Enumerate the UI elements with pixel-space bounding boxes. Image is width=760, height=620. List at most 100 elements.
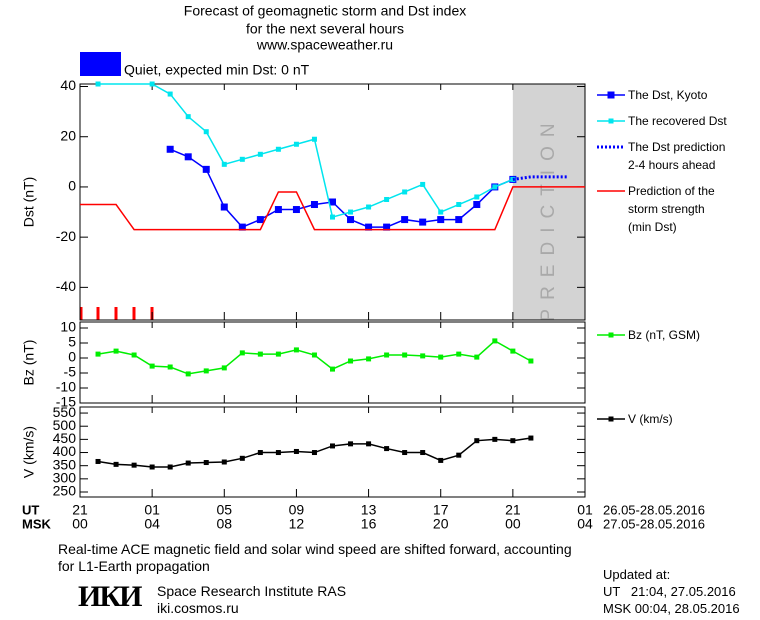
y-tick-label: 10: [60, 319, 76, 335]
x2-tick-label: 00: [72, 516, 88, 532]
marker: [474, 354, 480, 360]
marker: [510, 438, 516, 444]
x-tick-label: 21: [505, 502, 521, 518]
legend-marker: [607, 91, 615, 99]
x2-tick-label: 16: [361, 516, 377, 532]
note: Real-time ACE magnetic field and solar w…: [58, 541, 572, 574]
date-range: 26.05-28.05.2016: [603, 502, 705, 517]
x-tick-label: 13: [361, 502, 377, 518]
marker: [474, 194, 480, 200]
marker: [238, 223, 246, 231]
storm-ticks: [79, 307, 154, 320]
marker: [384, 196, 390, 202]
marker: [528, 358, 534, 364]
marker: [473, 201, 481, 209]
x2-axis-label: MSK: [22, 516, 52, 531]
x-tick-label: 01: [144, 502, 160, 518]
marker: [455, 216, 463, 224]
marker: [310, 201, 318, 209]
marker: [203, 368, 209, 374]
prediction-label: PREDICTION: [538, 114, 559, 321]
marker: [456, 452, 462, 458]
x-tick-label: 21: [72, 502, 88, 518]
marker: [149, 464, 155, 470]
marker: [401, 216, 409, 224]
marker: [456, 351, 462, 357]
marker: [239, 455, 245, 461]
y-tick-label: -10: [56, 379, 76, 395]
date-range: 27.05-28.05.2016: [603, 516, 705, 531]
x2-tick-label: 20: [433, 516, 449, 532]
marker: [166, 145, 174, 153]
y-tick-label: 450: [53, 430, 77, 446]
marker: [330, 366, 335, 372]
series-line: [80, 186, 585, 231]
legend-label: Bz (nT, GSM): [628, 328, 701, 342]
status-box: [80, 52, 121, 76]
marker: [274, 206, 282, 214]
marker: [221, 161, 227, 167]
marker: [419, 218, 427, 226]
updated-label: Updated at:: [603, 567, 671, 582]
marker: [311, 450, 317, 456]
y-tick-label: 300: [53, 470, 77, 486]
marker: [131, 352, 137, 358]
marker: [113, 348, 119, 354]
marker: [420, 181, 426, 187]
y-tick-label: 0: [68, 178, 76, 194]
marker: [239, 350, 245, 356]
x2-tick-label: 04: [577, 516, 593, 532]
source: www.spaceweather.ru: [256, 37, 393, 53]
marker: [293, 347, 299, 353]
marker: [220, 203, 228, 211]
y-tick-label: 550: [53, 404, 77, 420]
legend-label: The recovered Dst: [628, 114, 727, 128]
y-tick-label: -15: [56, 394, 76, 410]
marker: [95, 351, 101, 357]
legend-label: The Dst prediction 2-4 hours ahead: [628, 140, 726, 172]
chart-subtitle: for the next several hours: [246, 21, 404, 37]
chart-title: Forecast of geomagnetic storm and Dst in…: [184, 3, 466, 19]
series-line: [512, 175, 567, 181]
x-axis-label: UT: [22, 502, 39, 517]
y-tick-label: -40: [56, 278, 76, 294]
marker: [185, 371, 191, 377]
marker: [492, 184, 498, 190]
marker: [366, 441, 372, 447]
y-tick-label: 500: [53, 417, 77, 433]
marker: [293, 448, 299, 454]
marker: [420, 353, 426, 359]
marker: [203, 129, 209, 135]
y-axis-label: Bz (nT): [21, 340, 37, 386]
y-tick-label: 0: [68, 349, 76, 365]
x-tick-label: 09: [289, 502, 305, 518]
marker: [347, 216, 355, 224]
marker: [149, 81, 155, 87]
legend-marker: [608, 332, 614, 338]
marker: [402, 189, 408, 195]
marker: [131, 462, 137, 468]
x2-tick-label: 00: [505, 516, 521, 532]
marker: [311, 352, 317, 358]
y-tick-label: 350: [53, 456, 77, 472]
marker: [275, 450, 281, 456]
marker: [330, 214, 335, 220]
marker: [275, 351, 281, 357]
series-line: [98, 83, 514, 218]
marker: [366, 356, 372, 362]
y-tick-label: 20: [60, 127, 76, 143]
institute-url: iki.cosmos.ru: [157, 600, 239, 616]
marker: [437, 216, 445, 224]
marker: [221, 459, 227, 465]
marker: [202, 165, 210, 173]
marker: [257, 151, 263, 157]
marker: [528, 435, 534, 441]
x-tick-label: 01: [577, 502, 593, 518]
marker: [293, 141, 299, 147]
x-tick-label: 17: [433, 502, 449, 518]
y-tick-label: -5: [64, 364, 77, 380]
y-tick-label: 250: [53, 483, 77, 499]
marker: [383, 223, 391, 231]
